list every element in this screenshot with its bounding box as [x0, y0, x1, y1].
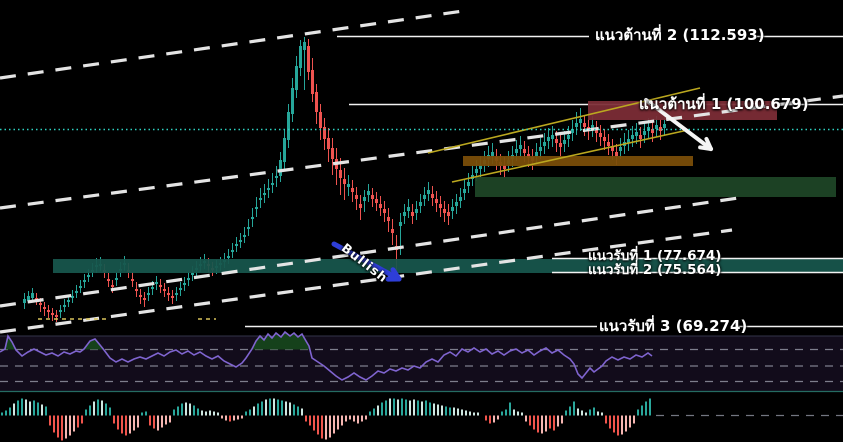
support-3-label[interactable]: แนวรับที่ 3 (69.274) — [599, 317, 748, 335]
sr-lines — [245, 35, 843, 328]
yellow-channel — [38, 87, 701, 320]
demand-zone-green — [475, 177, 836, 197]
price-zones — [53, 101, 843, 273]
breakdown-arrow-white[interactable] — [644, 98, 713, 151]
fan-trendlines — [0, 8, 843, 334]
rsi-panel — [0, 330, 843, 393]
annotation-arrows — [331, 98, 713, 282]
rsi-overbought-fill — [84, 339, 104, 350]
bullish-arrow-blue[interactable] — [331, 241, 402, 282]
support-1-label[interactable]: แนวรับที่ 1 (77.674) — [588, 248, 722, 264]
support-2-label[interactable]: แนวรับที่ 2 (75.564) — [588, 262, 722, 278]
resistance-1-label[interactable]: แนวต้านที่ 1 (100.679) — [639, 95, 809, 113]
supply-zone-orange — [463, 156, 693, 166]
rsi-line — [0, 330, 653, 381]
resistance-2-label[interactable]: แนวต้านที่ 2 (112.593) — [595, 26, 765, 44]
resistance-zone-red — [588, 101, 777, 120]
macd-histogram — [1, 398, 843, 441]
